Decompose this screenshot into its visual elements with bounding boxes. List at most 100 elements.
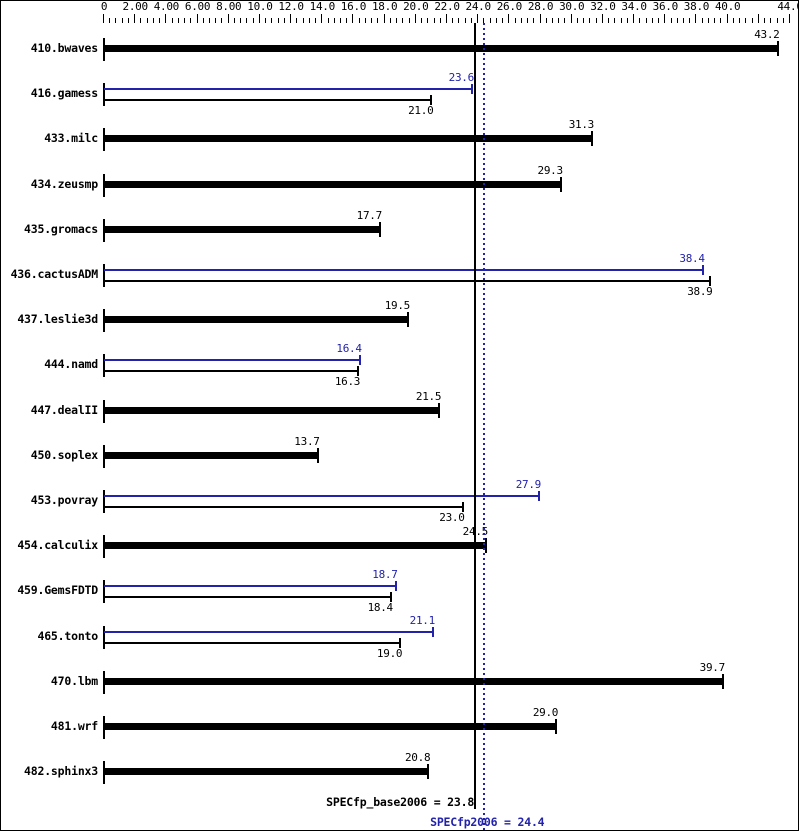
base-bar: [104, 677, 723, 685]
base-bar-endcap: [357, 366, 360, 377]
peak-bar-endcap: [394, 581, 397, 592]
x-axis-minor-tick: [595, 18, 597, 23]
base-bar-endcap: [378, 221, 381, 237]
x-axis-minor-tick: [514, 18, 516, 23]
benchmark-row: 416.gamess 23.6 21.0: [1, 72, 798, 120]
benchmark-name-label: 454.calculix: [17, 538, 98, 553]
x-axis-minor-tick: [608, 18, 610, 23]
base-bar-endcap: [484, 538, 487, 554]
peak-value-label: 16.4: [336, 342, 362, 356]
x-axis-minor-tick: [576, 18, 578, 23]
base-value-label: 19.5: [384, 299, 411, 313]
benchmark-row: 436.cactusADM 38.4 38.9: [1, 253, 798, 301]
benchmark-row: 459.GemsFDTD 18.7 18.4: [1, 568, 798, 617]
x-axis-minor-tick: [296, 18, 298, 23]
x-axis-minor-tick: [620, 18, 622, 23]
x-axis-minor-tick: [676, 18, 678, 23]
base-bar-endcap: [316, 447, 319, 463]
x-axis-minor-tick: [271, 18, 273, 23]
x-axis-minor-tick: [558, 18, 560, 23]
x-axis-major-tick: [695, 14, 697, 23]
peak-value-label: 27.9: [515, 478, 542, 491]
x-axis-tick-label: 0: [100, 0, 108, 13]
x-axis-minor-tick: [402, 18, 404, 23]
x-axis-minor-tick: [358, 18, 360, 23]
x-axis-minor-tick: [714, 18, 716, 23]
peak-bar-endcap: [431, 626, 434, 637]
base-bar: [104, 641, 401, 644]
x-axis-major-tick: [196, 14, 198, 23]
x-axis-major-tick: [446, 14, 447, 23]
benchmark-name-label: 410.bwaves: [30, 41, 98, 55]
base-bar-endcap: [427, 764, 430, 780]
base-bar: [104, 135, 592, 143]
x-axis-minor-tick: [639, 18, 641, 23]
base-value-label: 19.0: [376, 646, 403, 660]
x-axis-tick-label: 16.0: [340, 0, 367, 13]
x-axis-minor-tick: [707, 18, 709, 23]
x-axis-minor-tick: [433, 18, 435, 23]
x-axis-minor-tick: [377, 18, 379, 23]
base-bar: [104, 280, 711, 282]
x-axis-minor-tick: [240, 18, 242, 23]
x-axis-minor-tick: [177, 18, 179, 23]
benchmark-row: 465.tonto 21.1 19.0: [1, 614, 798, 663]
x-axis-major-tick: [757, 14, 759, 23]
peak-bar: [104, 585, 396, 588]
benchmark-row: 481.wrf 29.0: [1, 705, 798, 753]
x-axis-minor-tick: [221, 18, 223, 23]
x-axis-minor-tick: [745, 18, 747, 23]
x-axis-minor-tick: [246, 18, 248, 23]
x-axis-tick-label: 24.0: [465, 0, 492, 13]
x-axis-minor-tick: [452, 18, 454, 23]
x-axis-tick-label: 34.0: [621, 0, 647, 13]
x-axis-minor-tick: [483, 18, 485, 23]
x-axis-major-tick: [539, 14, 541, 23]
x-axis-minor-tick: [782, 18, 784, 23]
base-bar-endcap: [590, 131, 593, 147]
base-bar-endcap: [776, 41, 779, 56]
x-axis-minor-tick: [315, 18, 317, 23]
x-axis-minor-tick: [265, 18, 267, 23]
base-value-label: 21.0: [408, 104, 434, 118]
x-axis-minor-tick: [371, 18, 373, 23]
x-axis-minor-tick: [333, 18, 335, 23]
x-axis-minor-tick: [489, 18, 491, 23]
benchmark-name-label: 433.milc: [44, 131, 98, 146]
base-bar: [104, 542, 486, 550]
benchmark-name-label: 470.lbm: [50, 673, 98, 688]
x-axis-tick-label: 2.00: [122, 0, 149, 13]
peak-mean-reference-line: [483, 23, 486, 830]
x-axis-minor-tick: [658, 18, 660, 23]
benchmark-row: 410.bwaves 43.2: [1, 27, 798, 75]
x-axis-minor-tick: [159, 18, 161, 23]
x-axis-minor-tick: [583, 18, 585, 23]
x-axis-minor-tick: [302, 18, 304, 23]
base-bar-endcap: [399, 637, 402, 648]
x-axis-tick-label: 8.00: [216, 0, 242, 13]
peak-bar-endcap: [701, 265, 704, 275]
benchmark-row: 454.calculix24.5: [1, 524, 798, 572]
benchmark-name-label: 416.gamess: [30, 86, 98, 101]
peak-value-label: 18.7: [372, 568, 398, 582]
x-axis-minor-tick: [527, 18, 529, 23]
peak-bar-endcap: [470, 84, 473, 95]
x-axis-minor-tick: [701, 18, 703, 23]
x-axis-minor-tick: [495, 18, 497, 23]
x-axis-major-tick: [227, 14, 229, 23]
x-axis-minor-tick: [364, 18, 366, 23]
x-axis-tick-label: 40.0: [714, 0, 741, 13]
base-bar-endcap: [559, 176, 562, 192]
base-bar-endcap: [721, 673, 724, 689]
benchmark-name-label: 435.gromacs: [24, 221, 98, 236]
specfp-base-summary: SPECfp_base2006 = 23.8: [326, 795, 475, 810]
peak-bar-endcap: [537, 491, 540, 501]
benchmark-name-label: 450.soplex: [30, 447, 98, 462]
benchmark-row: 450.soplex 13.7: [1, 434, 798, 482]
base-bar-endcap: [407, 312, 410, 328]
x-axis-minor-tick: [421, 18, 423, 23]
peak-bar: [104, 630, 433, 633]
benchmark-name-label: 444.namd: [44, 357, 98, 372]
row-origin-tick: [103, 580, 105, 604]
